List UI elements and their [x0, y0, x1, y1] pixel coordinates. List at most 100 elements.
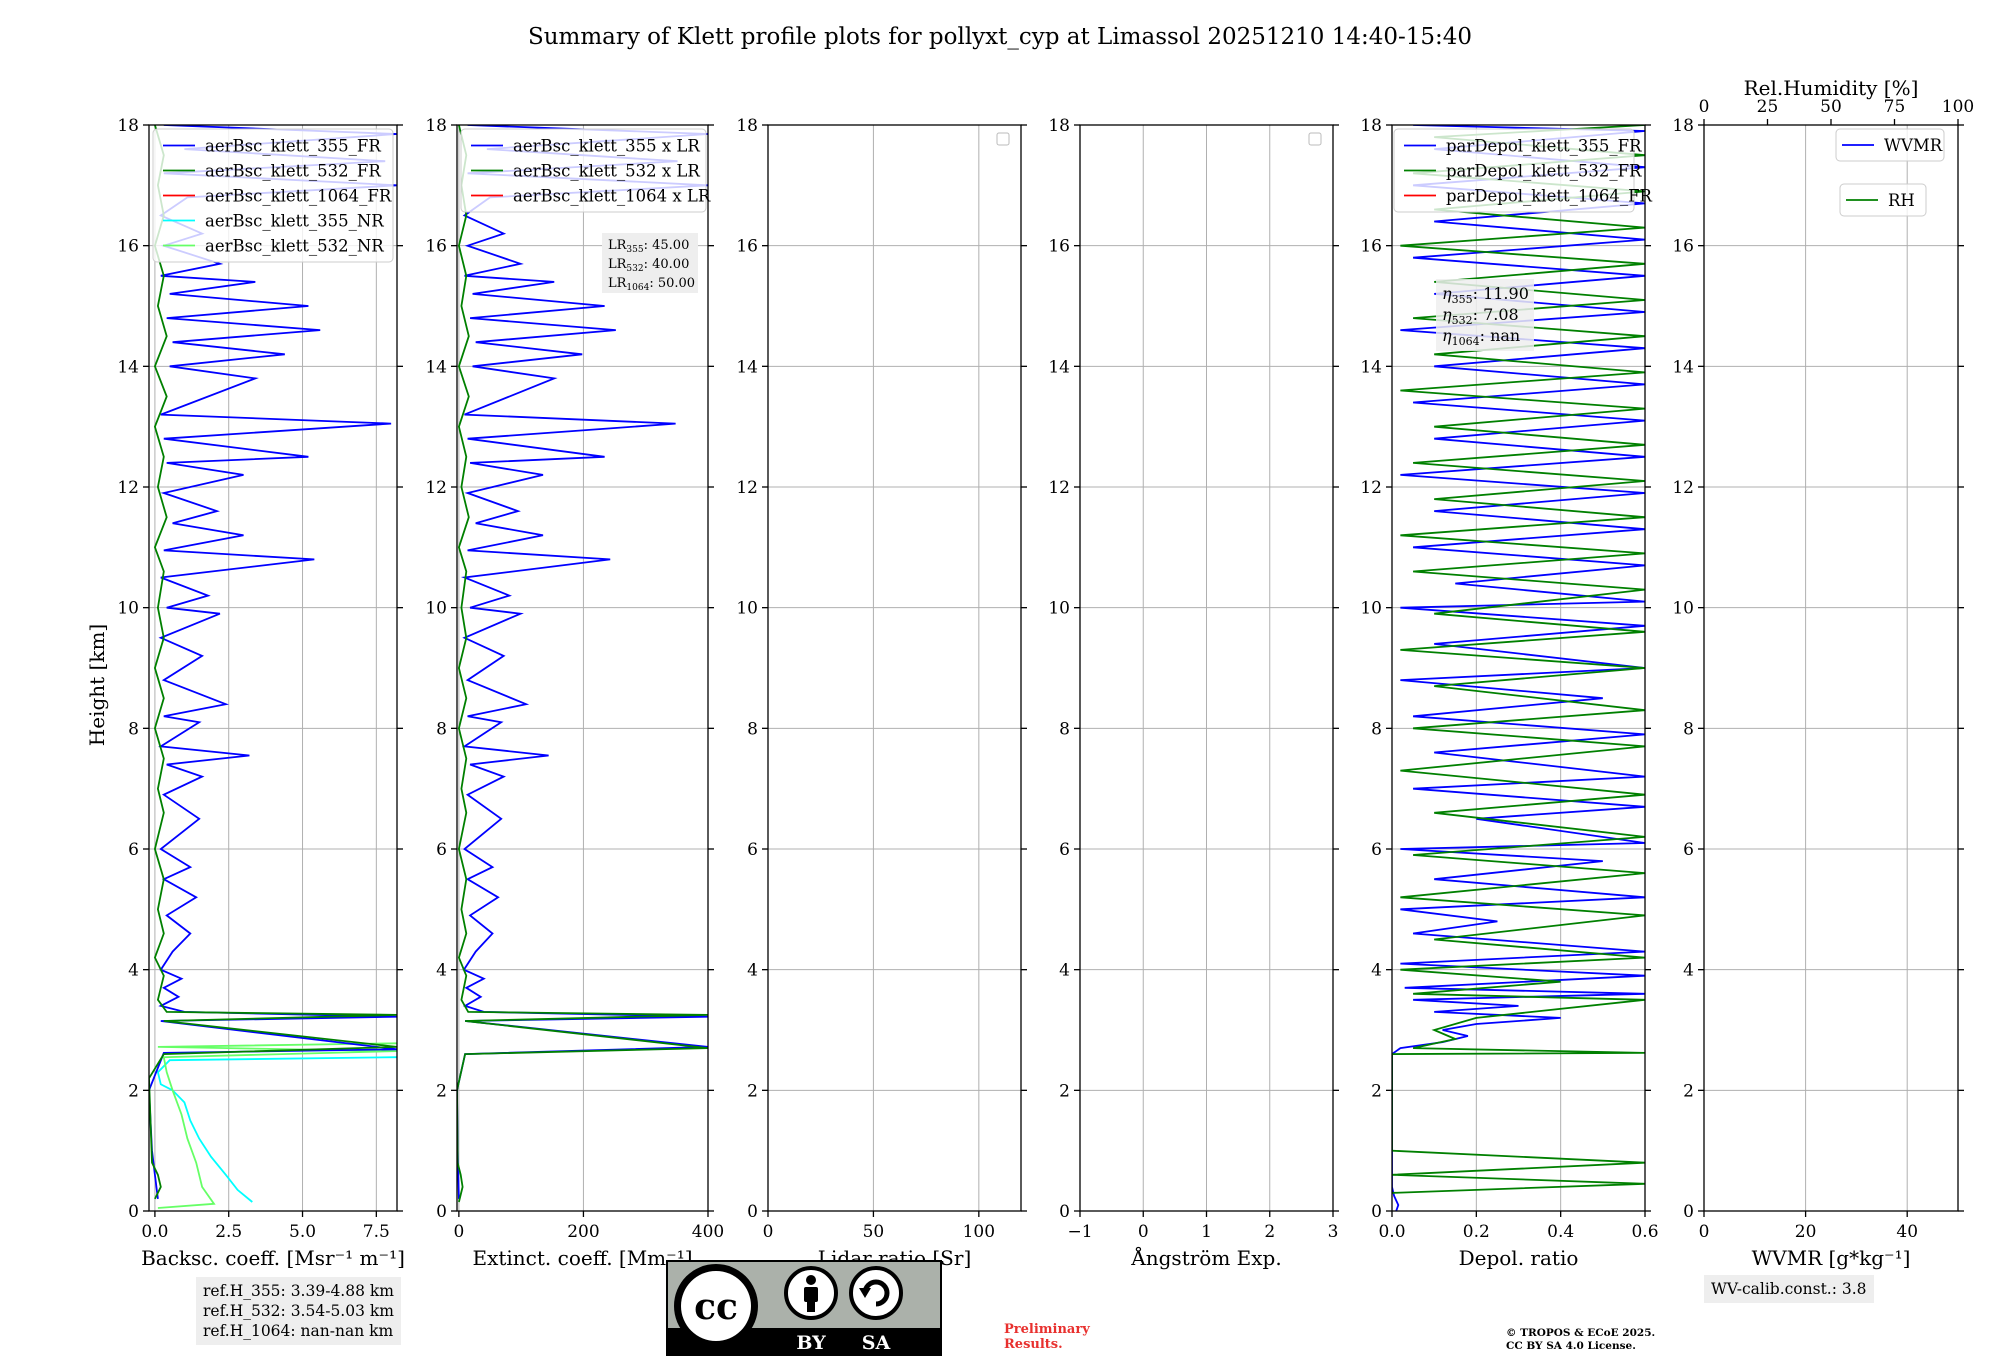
lidar-ratio-label: LR532: 40.00	[608, 257, 689, 274]
y-tick-label: 8	[747, 719, 758, 739]
y-tick-label: 16	[1360, 237, 1382, 257]
legend-label: aerBsc_klett_532 x LR	[513, 162, 700, 181]
y-tick-label: 0	[1059, 1202, 1070, 1222]
y-tick-label: 18	[736, 116, 758, 136]
by-person-icon	[784, 1266, 838, 1320]
x-tick-label: 0.2	[1463, 1222, 1490, 1242]
ref-height-355: ref.H_355: 3.39-4.88 km	[203, 1282, 394, 1300]
top-x-tick-label: 0	[1699, 97, 1710, 117]
y-tick-label: 8	[1371, 719, 1382, 739]
copyright-line-2: CC BY SA 4.0 License.	[1506, 1340, 1636, 1352]
y-tick-label: 16	[425, 237, 447, 257]
y-tick-label: 16	[736, 237, 758, 257]
y-tick-label: 12	[117, 478, 139, 498]
x-tick-label: 0	[763, 1222, 774, 1242]
y-tick-label: 12	[425, 478, 447, 498]
y-tick-label: 18	[425, 116, 447, 136]
x-tick-label: 0.0	[141, 1222, 168, 1242]
legend-box	[1393, 128, 1635, 213]
y-tick-label: 18	[117, 116, 139, 136]
y-tick-label: 6	[436, 840, 447, 860]
x-axis-label: WVMR [g*kg⁻¹]	[1752, 1246, 1911, 1270]
eta-box	[1436, 279, 1534, 351]
legend-label: parDepol_klett_355_FR	[1446, 137, 1642, 156]
plot-frame	[456, 124, 709, 1212]
svg-text:cc: cc	[694, 1286, 738, 1328]
y-tick-label: 18	[1048, 116, 1070, 136]
series-line-parDepol_klett_355_FR	[1392, 125, 1645, 1211]
legend-label: aerBsc_klett_532_FR	[205, 162, 381, 181]
cc-by-sa-logo: cc BY SA	[666, 1260, 942, 1356]
y-tick-label: 12	[1048, 478, 1070, 498]
y-tick-label: 10	[1672, 599, 1694, 619]
y-tick-label: 2	[1683, 1081, 1694, 1101]
x-tick-label: 7.5	[363, 1222, 390, 1242]
y-tick-label: 2	[1371, 1081, 1382, 1101]
legend-label: aerBsc_klett_355 x LR	[513, 137, 700, 156]
x-tick-label: 50	[863, 1222, 885, 1242]
y-tick-label: 14	[1360, 357, 1382, 377]
legend-label: RH	[1888, 191, 1915, 210]
x-tick-label: 0	[1138, 1222, 1149, 1242]
legend-label: aerBsc_klett_355_FR	[205, 137, 381, 156]
y-tick-label: 14	[736, 357, 758, 377]
legend-label: parDepol_klett_532_FR	[1446, 162, 1642, 181]
y-tick-label: 14	[1672, 357, 1694, 377]
y-tick-label: 8	[1059, 719, 1070, 739]
y-tick-label: 10	[1360, 599, 1382, 619]
y-tick-label: 4	[1371, 961, 1382, 981]
legend-box	[1839, 183, 1927, 217]
y-tick-label: 8	[128, 719, 139, 739]
top-x-tick-label: 50	[1820, 97, 1842, 117]
x-tick-label: 1	[1201, 1222, 1212, 1242]
series-line-aerBsc_klett_355_NR	[156, 1056, 397, 1203]
sa-share-alike-icon	[849, 1266, 903, 1320]
y-tick-label: 12	[1360, 478, 1382, 498]
y-tick-label: 14	[1048, 357, 1070, 377]
preliminary-line-2: Results.	[1004, 1337, 1063, 1352]
y-tick-label: 18	[1360, 116, 1382, 136]
y-tick-label: 16	[117, 237, 139, 257]
y-tick-label: 10	[425, 599, 447, 619]
plot-frame	[1391, 124, 1646, 1212]
y-tick-label: 4	[1683, 961, 1694, 981]
y-tick-label: 6	[1371, 840, 1382, 860]
legend-box	[1835, 128, 1945, 162]
legend-box	[152, 128, 394, 263]
series-line-parDepol_klett_532_FR	[1392, 125, 1645, 1194]
x-tick-label: 0	[1699, 1222, 1710, 1242]
y-tick-label: 4	[747, 961, 758, 981]
series-line-aerBsc_klett_532 x LR	[457, 125, 708, 1203]
top-x-tick-label: 100	[1942, 97, 1974, 117]
wv-calibration-box: WV-calib.const.: 3.8	[1704, 1275, 1874, 1303]
legend-label: parDepol_klett_1064_FR	[1446, 187, 1653, 206]
legend-label: aerBsc_klett_1064_FR	[205, 187, 392, 206]
y-tick-label: 6	[1683, 840, 1694, 860]
wv-calibration-constant: WV-calib.const.: 3.8	[1711, 1280, 1867, 1298]
copyright-line-1: © TROPOS & ECoE 2025.	[1506, 1327, 1656, 1339]
y-tick-label: 6	[128, 840, 139, 860]
y-tick-label: 4	[1059, 961, 1070, 981]
reference-heights-box: ref.H_355: 3.39-4.88 km ref.H_532: 3.54-…	[196, 1277, 401, 1345]
x-tick-label: 0.0	[1378, 1222, 1405, 1242]
preliminary-line-1: Preliminary	[1004, 1322, 1090, 1337]
cc-by-label: BY	[796, 1332, 826, 1354]
x-tick-label: 2	[1264, 1222, 1275, 1242]
x-axis-label: Extinct. coeff. [Mm⁻¹]	[472, 1246, 692, 1270]
y-tick-label: 2	[128, 1081, 139, 1101]
empty-legend-box	[996, 132, 1010, 146]
y-tick-label: 14	[425, 357, 447, 377]
legend-label: aerBsc_klett_532_NR	[205, 237, 384, 256]
y-tick-label: 6	[747, 840, 758, 860]
lidar-ratio-box	[602, 233, 698, 293]
x-tick-label: 5.0	[289, 1222, 316, 1242]
plot-frame	[148, 124, 398, 1212]
top-x-tick-label: 75	[1884, 97, 1906, 117]
y-tick-label: 2	[436, 1081, 447, 1101]
y-tick-label: 2	[747, 1081, 758, 1101]
panel-depol: 0 2 4 6 8 10 12 14 16 18 0.0 0.2 0.4 0.6 Depol. ratio p…	[1360, 116, 1658, 1270]
y-tick-label: 0	[436, 1202, 447, 1222]
legend-label: WVMR	[1884, 136, 1943, 155]
